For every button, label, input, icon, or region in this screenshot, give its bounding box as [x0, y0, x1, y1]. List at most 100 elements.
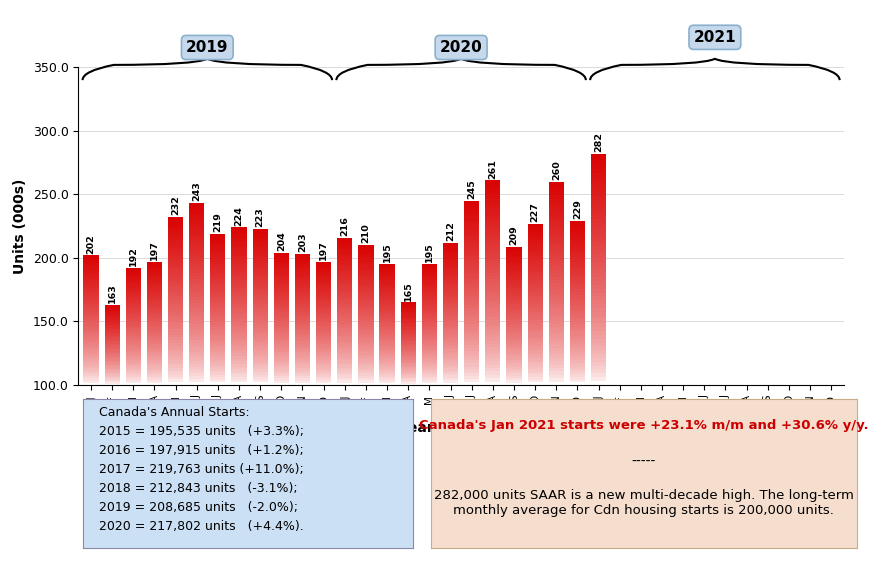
Bar — [485, 211, 500, 215]
Bar — [400, 352, 415, 353]
Bar — [337, 265, 352, 267]
Bar — [147, 354, 162, 356]
Bar — [569, 341, 584, 344]
Bar — [274, 356, 289, 359]
Bar — [274, 275, 289, 277]
Bar — [231, 364, 247, 366]
Bar — [315, 369, 331, 370]
Text: Canada's Annual Starts:
2015 = 195,535 units   (+3.3%);
2016 = 197,915 units   (: Canada's Annual Starts: 2015 = 195,535 u… — [99, 406, 304, 533]
Bar — [548, 345, 563, 348]
Bar — [358, 289, 373, 292]
Bar — [527, 323, 542, 326]
Bar — [83, 339, 98, 342]
Bar — [590, 304, 606, 308]
Bar — [274, 294, 289, 297]
Bar — [337, 277, 352, 279]
Bar — [337, 375, 352, 378]
Bar — [442, 245, 458, 247]
Bar — [168, 340, 183, 343]
Bar — [506, 343, 521, 346]
Bar — [421, 309, 436, 311]
Bar — [442, 290, 458, 292]
Bar — [83, 277, 98, 279]
Bar — [274, 284, 289, 286]
Bar — [569, 366, 584, 369]
Bar — [125, 369, 141, 371]
Bar — [168, 315, 183, 318]
Bar — [569, 350, 584, 352]
Bar — [527, 291, 542, 293]
Bar — [569, 374, 584, 377]
Bar — [442, 361, 458, 364]
Bar — [442, 354, 458, 356]
Bar — [527, 307, 542, 310]
Bar — [210, 261, 225, 264]
Bar — [485, 344, 500, 347]
Bar — [252, 268, 268, 270]
Bar — [358, 301, 373, 303]
Bar — [295, 380, 309, 383]
Bar — [463, 232, 479, 234]
Bar — [485, 330, 500, 334]
Bar — [337, 319, 352, 321]
Bar — [463, 268, 479, 271]
Bar — [83, 378, 98, 380]
Bar — [548, 273, 563, 277]
Bar — [442, 262, 458, 264]
Bar — [83, 377, 98, 378]
Bar — [569, 311, 584, 314]
Bar — [315, 278, 331, 280]
Bar — [527, 248, 542, 251]
Bar — [83, 352, 98, 355]
Bar — [400, 327, 415, 329]
Bar — [231, 256, 247, 259]
Bar — [252, 262, 268, 265]
Bar — [252, 361, 268, 364]
Bar — [358, 315, 373, 318]
Bar — [463, 204, 479, 207]
Bar — [463, 213, 479, 216]
Bar — [274, 319, 289, 321]
Bar — [463, 302, 479, 305]
Bar — [358, 375, 373, 378]
Bar — [590, 242, 606, 246]
Bar — [83, 307, 98, 310]
Bar — [147, 311, 162, 313]
Bar — [274, 279, 289, 282]
Bar — [337, 272, 352, 274]
Text: 282: 282 — [594, 132, 602, 152]
Bar — [210, 297, 225, 300]
Bar — [337, 270, 352, 272]
Bar — [83, 260, 98, 262]
Bar — [485, 341, 500, 344]
Bar — [295, 346, 309, 348]
Bar — [527, 312, 542, 315]
Bar — [104, 373, 120, 374]
Bar — [421, 347, 436, 349]
Bar — [421, 357, 436, 359]
Bar — [569, 382, 584, 385]
Bar — [527, 245, 542, 248]
Bar — [358, 303, 373, 306]
Bar — [590, 308, 606, 312]
Bar — [358, 299, 373, 301]
Bar — [548, 212, 563, 216]
Bar — [337, 245, 352, 247]
Bar — [168, 237, 183, 239]
Bar — [168, 371, 183, 374]
Bar — [125, 336, 141, 338]
Bar — [569, 262, 584, 265]
Bar — [295, 350, 309, 352]
Bar — [125, 276, 141, 278]
Bar — [442, 243, 458, 245]
Bar — [274, 350, 289, 352]
Bar — [442, 333, 458, 335]
Bar — [274, 347, 289, 350]
Bar — [379, 379, 395, 381]
Text: 260: 260 — [551, 160, 561, 180]
Bar — [147, 307, 162, 309]
Bar — [104, 324, 120, 325]
Bar — [421, 320, 436, 323]
Bar — [421, 306, 436, 309]
Bar — [358, 329, 373, 332]
